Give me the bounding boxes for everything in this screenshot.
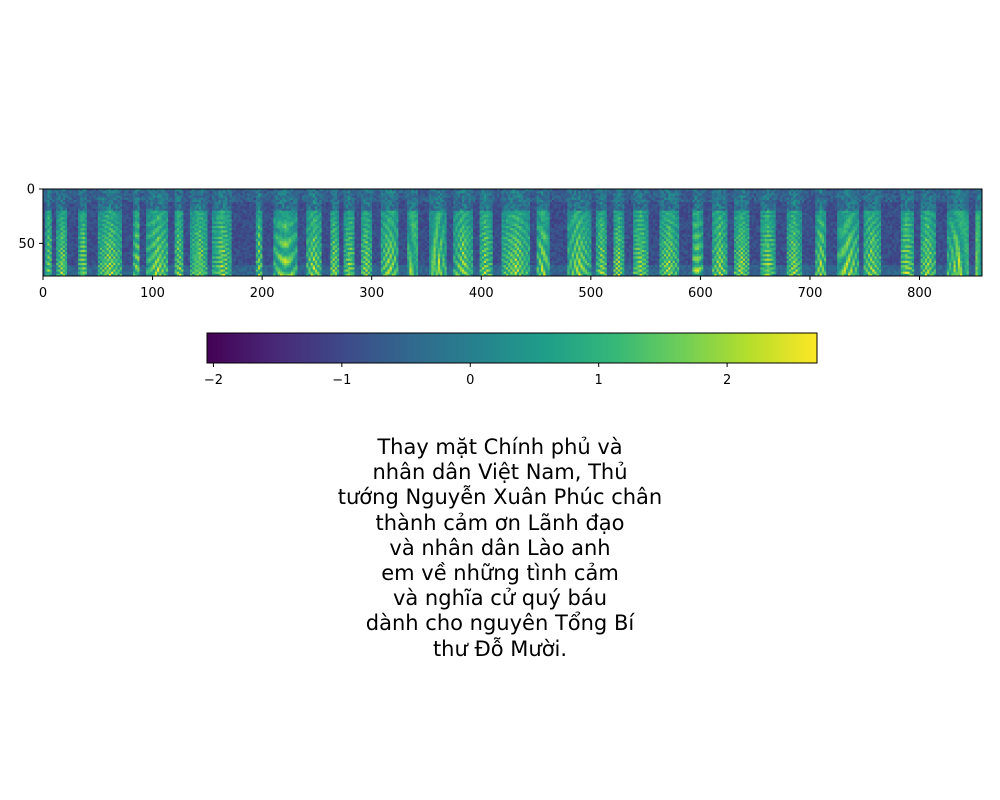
caption: Thay mặt Chính phủ và nhân dân Việt Nam, … xyxy=(250,435,750,662)
spectrogram: 0 100 200 300 400 500 600 700 800 0 50 xyxy=(18,183,983,301)
x-tick-label: 700 xyxy=(798,286,823,301)
caption-line: dành cho nguyên Tổng Bí xyxy=(365,611,635,636)
colorbar-tick-label: 1 xyxy=(595,373,603,388)
caption-line: tướng Nguyễn Xuân Phúc chân xyxy=(337,485,663,510)
colorbar-tick-label: −2 xyxy=(204,373,223,388)
spectrogram-y-axis: 0 50 xyxy=(18,183,43,252)
caption-line: thành cảm ơn Lãnh đạo xyxy=(375,510,625,535)
x-tick-label: 300 xyxy=(359,286,384,301)
colorbar-tick-label: 0 xyxy=(466,373,474,388)
colorbar: −2 −1 0 1 2 xyxy=(204,332,818,388)
y-tick-label: 0 xyxy=(27,183,35,198)
x-tick-label: 500 xyxy=(578,286,603,301)
x-tick-label: 800 xyxy=(907,286,932,301)
spectrogram-x-axis: 0 100 200 300 400 500 600 700 800 xyxy=(39,276,932,301)
caption-line: Thay mặt Chính phủ và xyxy=(377,435,623,459)
x-tick-label: 100 xyxy=(140,286,165,301)
caption-line: thư Đỗ Mười. xyxy=(432,636,568,661)
y-tick-label: 50 xyxy=(18,237,35,252)
x-tick-label: 0 xyxy=(39,286,47,301)
spectrogram-frame xyxy=(42,188,983,277)
caption-line: em về những tình cảm xyxy=(381,561,619,586)
colorbar-gradient xyxy=(207,333,817,363)
colorbar-axis: −2 −1 0 1 2 xyxy=(204,363,731,388)
caption-line: và nghĩa cử quý báu xyxy=(392,586,608,611)
colorbar-tick-label: 2 xyxy=(723,373,731,388)
colorbar-tick-label: −1 xyxy=(332,373,351,388)
spectrogram-cells xyxy=(43,189,982,276)
colorbar-frame xyxy=(206,332,818,364)
x-tick-label: 600 xyxy=(688,286,713,301)
caption-line: nhân dân Việt Nam, Thủ xyxy=(372,460,628,485)
x-tick-label: 200 xyxy=(250,286,275,301)
caption-line: và nhân dân Lào anh xyxy=(389,535,611,560)
x-tick-label: 400 xyxy=(469,286,494,301)
